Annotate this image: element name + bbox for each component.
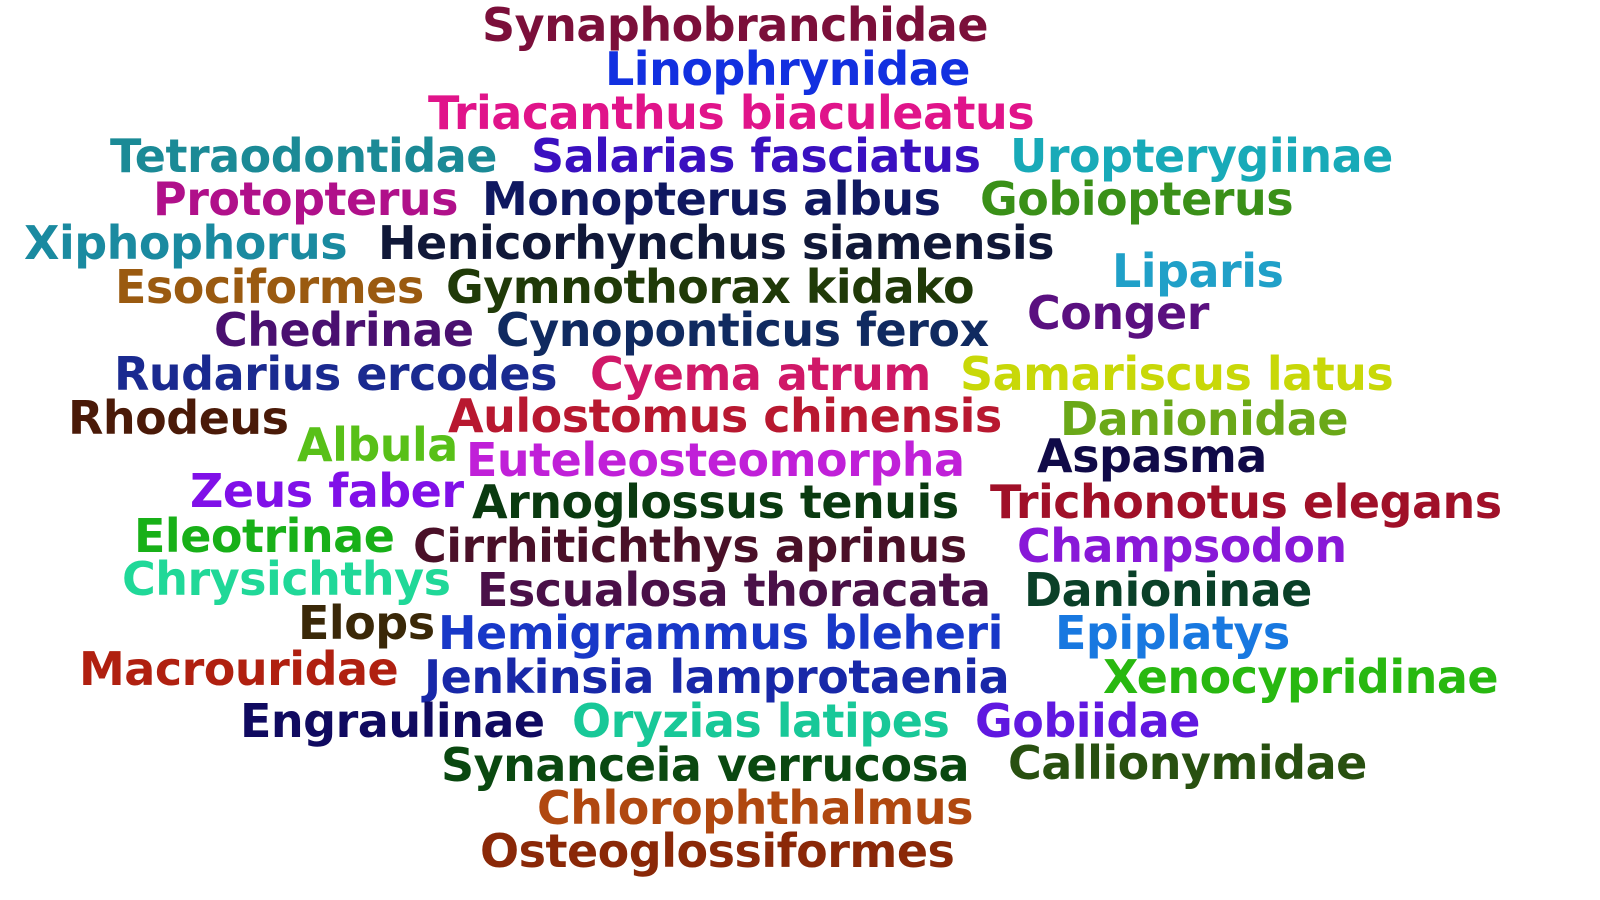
word-elops: Elops: [298, 596, 435, 650]
word-eleotrinae: Eleotrinae: [134, 509, 395, 563]
word-escualosa-thoracata: Escualosa thoracata: [477, 563, 991, 617]
word-trichonotus-elegans: Trichonotus elegans: [990, 475, 1502, 529]
word-oryzias-latipes: Oryzias latipes: [572, 694, 950, 748]
word-samariscus-latus: Samariscus latus: [960, 347, 1394, 401]
word-chlorophthalmus: Chlorophthalmus: [537, 781, 973, 835]
word-arnoglossus-tenuis: Arnoglossus tenuis: [472, 475, 959, 529]
word-xiphophorus: Xiphophorus: [24, 216, 348, 270]
word-aspasma: Aspasma: [1037, 429, 1267, 483]
word-salarias-fasciatus: Salarias fasciatus: [531, 129, 981, 183]
word-chrysichthys: Chrysichthys: [122, 552, 451, 606]
word-triacanthus-biaculeatus: Triacanthus biaculeatus: [428, 86, 1035, 140]
word-gobiidae: Gobiidae: [975, 694, 1201, 748]
word-danionidae: Danionidae: [1060, 392, 1349, 446]
word-albula: Albula: [297, 418, 458, 472]
word-xenocypridinae: Xenocypridinae: [1103, 650, 1499, 704]
word-tetraodontidae: Tetraodontidae: [110, 129, 498, 183]
word-synaphobranchidae: Synaphobranchidae: [482, 0, 989, 52]
word-cyema-atrum: Cyema atrum: [590, 347, 931, 401]
word-protopterus: Protopterus: [153, 172, 459, 226]
word-osteoglossiformes: Osteoglossiformes: [480, 824, 955, 878]
word-callionymidae: Callionymidae: [1008, 736, 1367, 790]
word-monopterus-albus: Monopterus albus: [482, 172, 941, 226]
word-uropterygiinae: Uropterygiinae: [1010, 129, 1393, 183]
word-rudarius-ercodes: Rudarius ercodes: [114, 347, 558, 401]
word-gymnothorax-kidako: Gymnothorax kidako: [446, 260, 975, 314]
word-euteleosteomorpha: Euteleosteomorpha: [466, 433, 965, 487]
word-hemigrammus-bleheri: Hemigrammus bleheri: [438, 606, 1003, 660]
word-aulostomus-chinensis: Aulostomus chinensis: [448, 389, 1002, 443]
word-liparis: Liparis: [1112, 244, 1284, 298]
word-engraulinae: Engraulinae: [240, 694, 545, 748]
word-jenkinsia-lamprotaenia: Jenkinsia lamprotaenia: [424, 650, 1010, 704]
word-champsodon: Champsodon: [1017, 519, 1347, 573]
word-chedrinae: Chedrinae: [214, 303, 474, 357]
word-zeus-faber: Zeus faber: [190, 464, 464, 518]
word-cynoponticus-ferox: Cynoponticus ferox: [496, 303, 989, 357]
word-gobiopterus: Gobiopterus: [980, 172, 1294, 226]
word-danioninae: Danioninae: [1024, 563, 1312, 617]
word-rhodeus: Rhodeus: [68, 391, 289, 445]
word-esociformes: Esociformes: [115, 260, 424, 314]
word-epiplatys: Epiplatys: [1055, 606, 1290, 660]
word-conger: Conger: [1027, 286, 1209, 340]
word-linophrynidae: Linophrynidae: [605, 42, 970, 96]
word-henicorhynchus-siamensis: Henicorhynchus siamensis: [378, 216, 1055, 270]
word-macrouridae: Macrouridae: [79, 642, 399, 696]
word-synanceia-verrucosa: Synanceia verrucosa: [441, 738, 970, 792]
word-cirrhitichthys-aprinus: Cirrhitichthys aprinus: [413, 519, 967, 573]
